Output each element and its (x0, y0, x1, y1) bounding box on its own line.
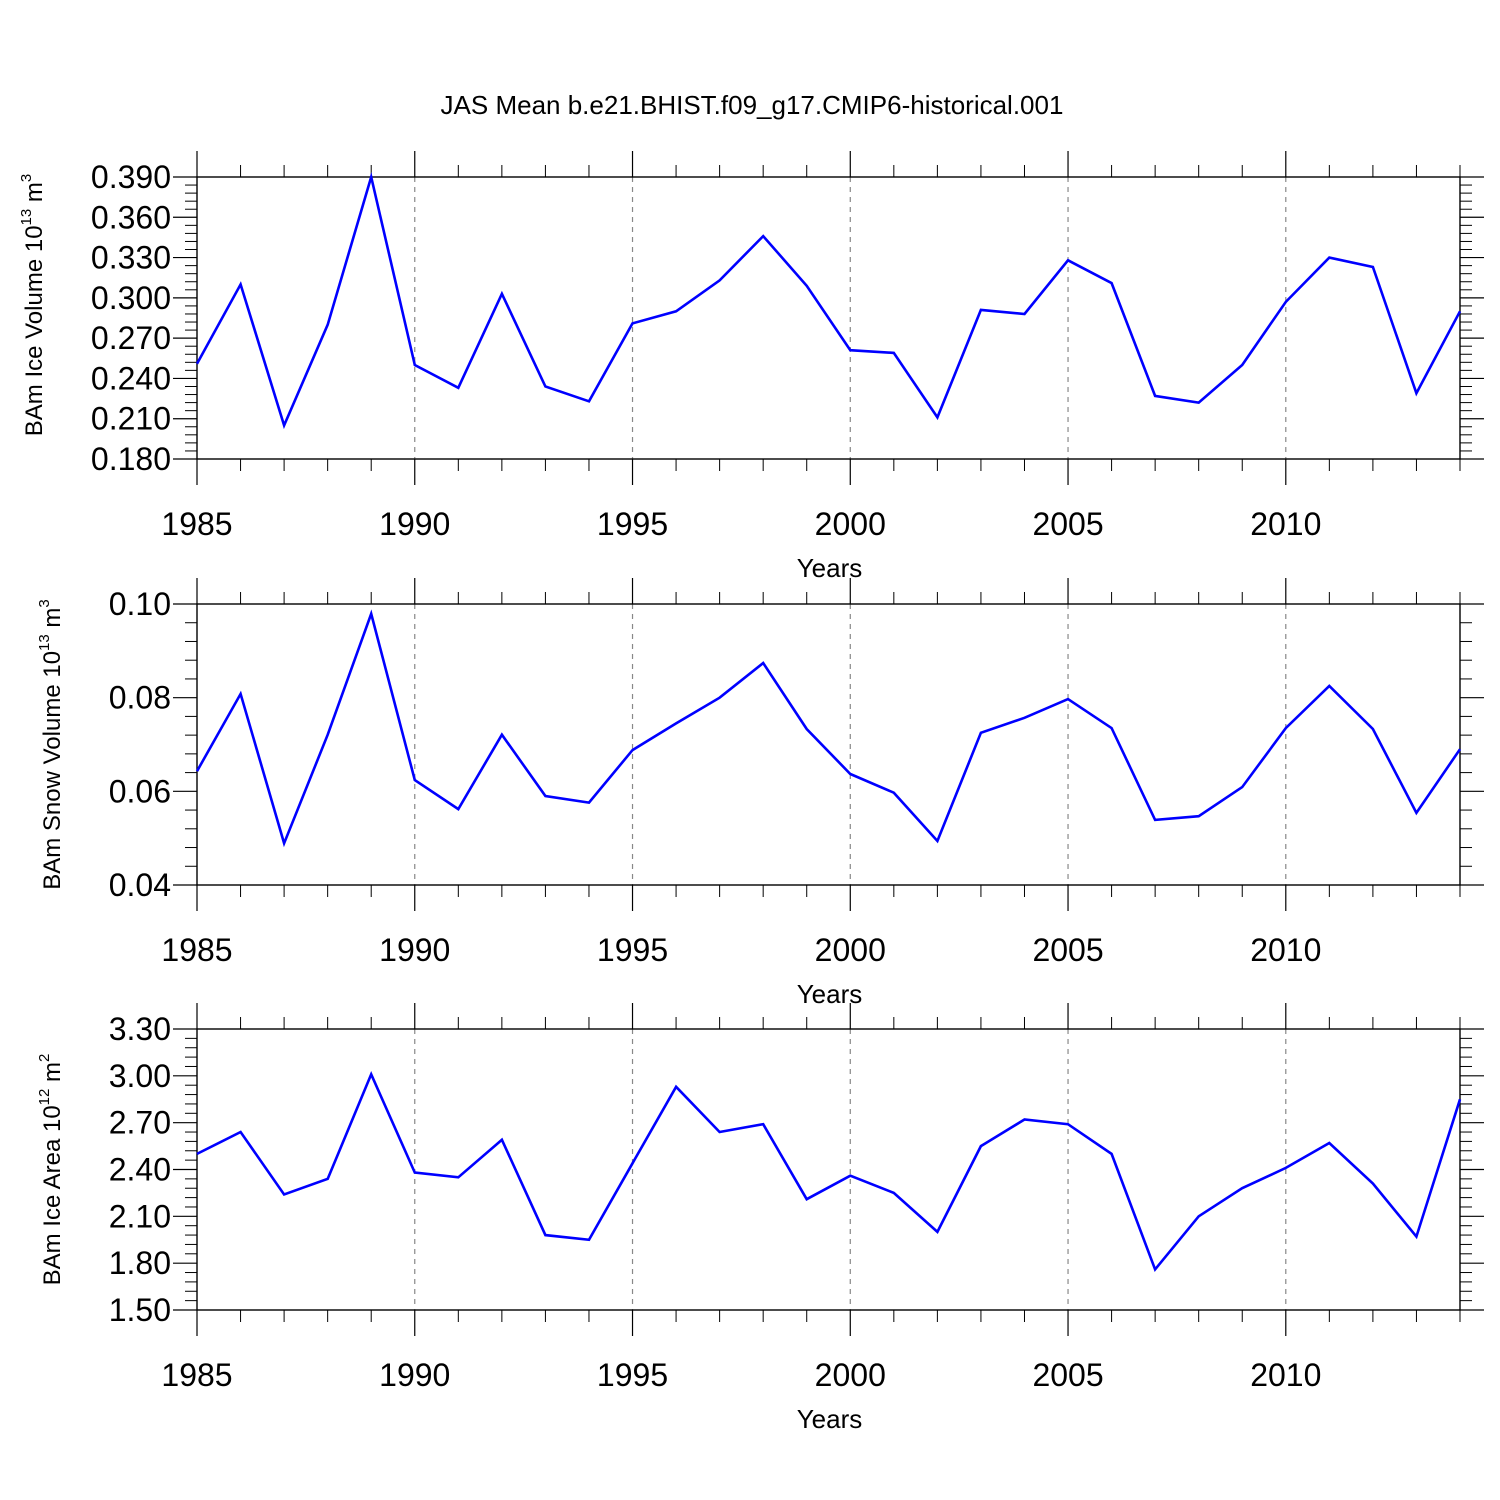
y-tick-label: 0.270 (91, 320, 171, 356)
x-tick-label: 1995 (597, 1357, 668, 1393)
chart-panels: 0.180 0.210 0.240 0.270 0.300 0.330 0.360 0.390… (18, 151, 1484, 1434)
x-tick-label: 1995 (597, 506, 668, 542)
y-axis-label-part: m (39, 1062, 66, 1089)
y-tick-label: 0.10 (109, 586, 171, 622)
y-axis-label-superscript: 13 (18, 209, 35, 226)
y-axis-label-part: m (39, 608, 66, 635)
x-tick-label: 2010 (1250, 1357, 1321, 1393)
y-axis-label-superscript: 3 (36, 599, 53, 607)
series-line (195, 609, 1462, 848)
y-tick-label: 0.06 (109, 773, 171, 809)
x-tick-label: 1985 (161, 506, 232, 542)
series-line (195, 171, 1462, 430)
x-tick-label: 2000 (815, 506, 886, 542)
chart-panel-1: 0.180 0.210 0.240 0.270 0.300 0.330 0.360 0.390… (18, 151, 1484, 583)
chart-panel-2: 0.04 0.06 0.08 0.10 1985 1990 1995 2000 2005 2010… (36, 578, 1484, 1009)
x-tick-label: 1985 (161, 932, 232, 968)
chart-panel-3: 1.50 1.80 2.10 2.40 2.70 3.00 3.30 1985 1990 1995… (36, 1003, 1484, 1434)
series-line (196, 1071, 1462, 1272)
x-tick-label: 2010 (1250, 932, 1321, 968)
y-axis-label-part: BAm Snow Volume 10 (39, 651, 66, 890)
y-tick-label: 0.240 (91, 360, 171, 396)
y-tick-label: 0.04 (109, 867, 171, 903)
x-axis-label: Years (797, 553, 863, 583)
y-tick-label: 0.360 (91, 199, 171, 235)
y-tick-label: 0.210 (91, 401, 171, 437)
y-tick-label: 2.40 (109, 1152, 171, 1188)
x-tick-label: 2000 (815, 1357, 886, 1393)
plot-frame (196, 603, 1461, 886)
x-tick-label: 1985 (161, 1357, 232, 1393)
y-axis-label: BAm Ice Area 1012 m2 (36, 1054, 66, 1286)
x-tick-label: 1990 (379, 506, 450, 542)
y-tick-label: 0.330 (91, 240, 171, 276)
y-axis-label-part: BAm Ice Area 10 (39, 1105, 66, 1285)
x-tick-label: 2005 (1032, 932, 1103, 968)
x-axis-label: Years (797, 979, 863, 1009)
y-tick-label: 1.50 (109, 1292, 171, 1328)
y-tick-label: 1.80 (109, 1245, 171, 1281)
y-axis-label-superscript: 12 (36, 1089, 53, 1106)
y-axis-label-superscript: 2 (36, 1054, 53, 1062)
x-tick-label: 2005 (1032, 506, 1103, 542)
y-tick-label: 2.10 (109, 1198, 171, 1234)
plot-frame (196, 176, 1461, 460)
y-tick-label: 3.00 (109, 1058, 171, 1094)
y-tick-label: 0.300 (91, 280, 171, 316)
plot-frame (196, 1028, 1461, 1311)
x-tick-label: 2005 (1032, 1357, 1103, 1393)
x-tick-label: 2010 (1250, 506, 1321, 542)
x-tick-label: 2000 (815, 932, 886, 968)
y-tick-label: 2.70 (109, 1105, 171, 1141)
y-axis-label-superscript: 3 (18, 174, 35, 182)
x-tick-label: 1990 (379, 1357, 450, 1393)
y-tick-label: 0.08 (109, 680, 171, 716)
y-axis-label-superscript: 13 (36, 634, 53, 651)
x-tick-label: 1995 (597, 932, 668, 968)
y-axis-label: BAm Snow Volume 1013 m3 (36, 599, 66, 890)
y-axis-label-part: BAm Ice Volume 10 (21, 225, 48, 436)
y-tick-label: 0.180 (91, 441, 171, 477)
y-axis-label: BAm Ice Volume 1013 m3 (18, 174, 48, 436)
y-tick-label: 3.30 (109, 1011, 171, 1047)
x-tick-label: 1990 (379, 932, 450, 968)
y-tick-label: 0.390 (91, 159, 171, 195)
x-axis-label: Years (797, 1404, 863, 1434)
y-axis-label-part: m (21, 182, 48, 209)
figure-title: JAS Mean b.e21.BHIST.f09_g17.CMIP6-histo… (441, 90, 1064, 120)
